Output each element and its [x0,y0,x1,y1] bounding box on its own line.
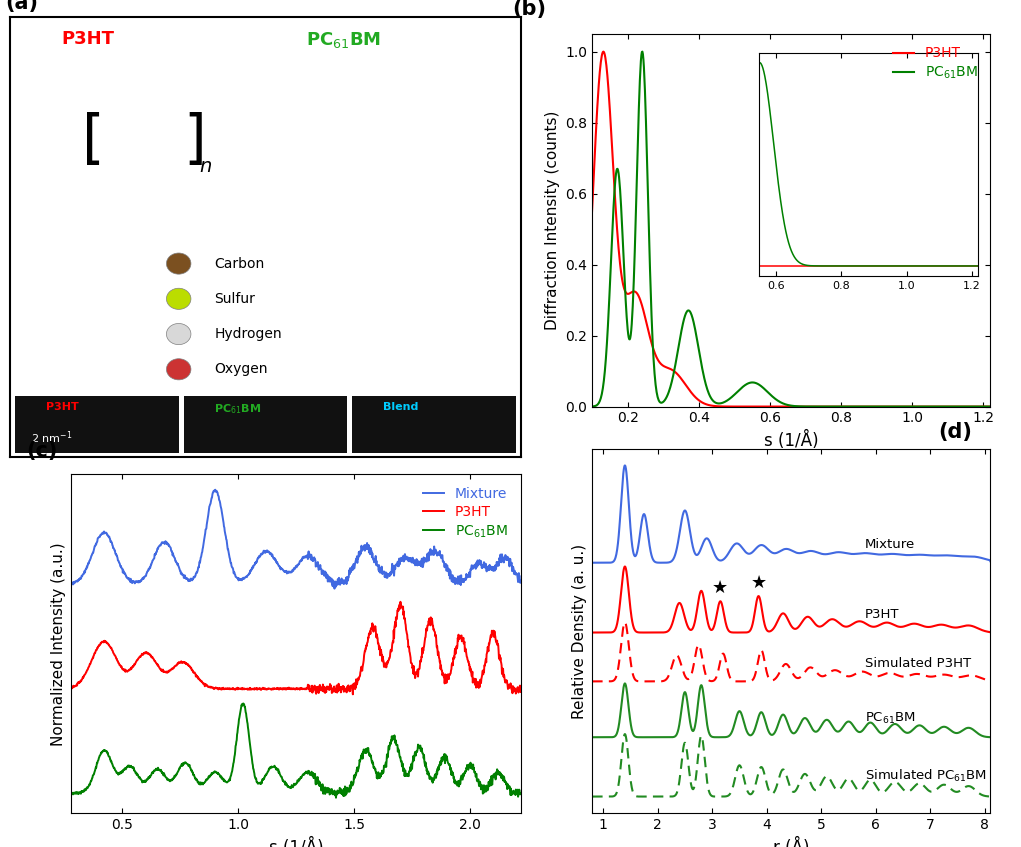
P3HT [125,662,137,673]
Text: ★: ★ [750,574,767,592]
FancyBboxPatch shape [15,396,179,453]
Text: P3HT: P3HT [61,30,114,48]
PC$_{61}$BM [815,401,827,412]
PC$_{61}$BM [825,401,837,412]
Text: P3HT: P3HT [46,402,79,412]
Y-axis label: Relative Density (a. u.): Relative Density (a. u.) [572,544,587,718]
P3HT [984,401,996,412]
Legend: Mixture, P3HT, PC$_{61}$BM: Mixture, P3HT, PC$_{61}$BM [418,481,514,545]
Line: P3HT: P3HT [585,52,990,407]
P3HT [216,684,229,694]
P3HT [301,684,313,694]
Text: [: [ [82,112,104,169]
Mixture [65,579,78,589]
Mixture [141,567,153,577]
Circle shape [166,253,191,274]
P3HT [928,401,940,412]
Text: Sulfur: Sulfur [214,292,255,306]
PC$_{61}$BM [302,769,314,779]
Circle shape [166,288,191,309]
Text: Hydrogen: Hydrogen [214,327,282,341]
Text: 2 nm$^{-1}$: 2 nm$^{-1}$ [31,429,72,446]
Line: Mixture: Mixture [71,490,521,589]
PC$_{61}$BM [260,769,273,779]
FancyBboxPatch shape [352,396,516,453]
X-axis label: r (Å): r (Å) [773,838,810,847]
X-axis label: s (1/Å): s (1/Å) [764,431,819,450]
Mixture [311,557,324,567]
PC$_{61}$BM [237,699,249,709]
Text: PC$_{61}$BM: PC$_{61}$BM [865,711,916,726]
Circle shape [166,324,191,345]
Text: P3HT: P3HT [865,608,900,622]
PC$_{61}$BM [984,401,996,412]
Text: (c): (c) [27,440,58,461]
Text: PC$_{61}$BM: PC$_{61}$BM [214,402,261,416]
Line: P3HT: P3HT [71,601,521,695]
Text: ]: ] [184,112,206,169]
Text: Carbon: Carbon [214,257,264,270]
P3HT [141,648,153,658]
P3HT [347,689,359,700]
P3HT [515,687,527,697]
Legend: P3HT, PC$_{61}$BM: P3HT, PC$_{61}$BM [887,41,983,86]
Line: PC$_{61}$BM: PC$_{61}$BM [585,52,990,407]
PC$_{61}$BM [65,788,78,798]
Y-axis label: Diffraction Intensity (counts): Diffraction Intensity (counts) [545,110,560,330]
Mixture [125,576,137,586]
Text: Simulated P3HT: Simulated P3HT [865,657,971,670]
P3HT [604,114,617,125]
Text: (b): (b) [513,0,546,19]
Mixture [209,484,222,495]
Text: $n$: $n$ [199,158,212,176]
PC$_{61}$BM [515,789,527,799]
Mixture [329,584,341,594]
PC$_{61}$BM [887,401,900,412]
PC$_{61}$BM [636,47,648,57]
P3HT [65,683,78,693]
Y-axis label: Normalized Intensity (a.u.): Normalized Intensity (a.u.) [51,542,66,745]
Text: Oxygen: Oxygen [214,363,268,376]
PC$_{61}$BM [579,401,591,412]
Text: (d): (d) [938,422,972,441]
Mixture [217,515,230,525]
P3HT [579,355,591,365]
PC$_{61}$BM [330,793,342,803]
FancyBboxPatch shape [184,396,347,453]
P3HT [310,685,323,695]
Circle shape [166,359,191,379]
P3HT [837,401,849,412]
Text: Simulated PC$_{61}$BM: Simulated PC$_{61}$BM [865,767,987,783]
Text: ★: ★ [713,579,728,597]
Mixture [515,576,527,586]
Text: PC$_{61}$BM: PC$_{61}$BM [306,30,382,50]
P3HT [887,401,900,412]
PC$_{61}$BM [141,774,153,784]
PC$_{61}$BM [837,401,849,412]
P3HT [394,596,406,606]
Line: PC$_{61}$BM: PC$_{61}$BM [71,704,521,798]
PC$_{61}$BM [603,280,616,290]
P3HT [597,47,610,57]
PC$_{61}$BM [125,761,137,771]
PC$_{61}$BM [928,401,940,412]
PC$_{61}$BM [311,773,324,783]
Mixture [302,554,314,564]
Text: Blend: Blend [383,402,419,412]
P3HT [825,401,837,412]
Text: (a): (a) [5,0,38,13]
PC$_{61}$BM [216,773,229,783]
X-axis label: s (1/Å): s (1/Å) [269,838,324,847]
Text: Mixture: Mixture [865,539,915,551]
P3HT [815,401,827,412]
Mixture [260,546,273,556]
P3HT [260,684,273,694]
